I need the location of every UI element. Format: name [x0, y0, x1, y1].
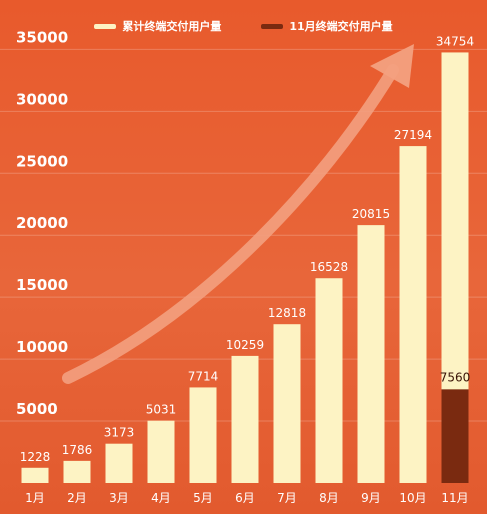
growth-arrow-head	[370, 44, 414, 88]
legend-swatch-cumulative	[94, 23, 117, 29]
data-label-cumulative-10: 34754	[436, 34, 474, 48]
legend-item-cumulative: 累计终端交付用户量	[94, 16, 221, 36]
legend: 累计终端交付用户量 11月终端交付用户量	[0, 16, 487, 36]
y-tick-label-6: 35000	[16, 28, 68, 46]
x-tick-label-6: 7月	[277, 491, 297, 505]
data-label-cumulative-5: 10259	[226, 338, 264, 352]
legend-swatch-monthly	[261, 23, 284, 29]
bar-cumulative-3	[147, 420, 175, 483]
bar-cumulative-4	[189, 387, 217, 483]
data-label-cumulative-7: 16528	[310, 260, 348, 274]
bar-cumulative-1	[63, 460, 91, 483]
y-tick-label-0: 5000	[16, 400, 58, 418]
y-tick-label-3: 20000	[16, 214, 68, 232]
bar-layer	[21, 52, 469, 483]
data-label-cumulative-9: 27194	[394, 128, 432, 142]
y-tick-label-1: 10000	[16, 338, 68, 356]
data-label-cumulative-0: 1228	[20, 450, 51, 464]
x-tick-label-2: 3月	[109, 491, 129, 505]
label-layer: 5000 10000 15000 20000 25000 30000 35000 1228 17…	[16, 28, 474, 505]
data-label-cumulative-2: 3173	[104, 426, 135, 440]
legend-item-monthly: 11月终端交付用户量	[261, 16, 393, 36]
bar-cumulative-0	[21, 467, 49, 483]
data-label-monthly-10: 7560	[440, 370, 471, 384]
y-tick-label-2: 15000	[16, 276, 68, 294]
legend-label-cumulative: 累计终端交付用户量	[122, 20, 222, 33]
y-tick-label-4: 25000	[16, 152, 68, 170]
bar-cumulative-6	[273, 324, 301, 483]
x-tick-label-7: 8月	[319, 491, 339, 505]
bar-cumulative-5	[231, 355, 259, 483]
growth-arrow-layer	[62, 44, 414, 384]
bar-monthly-10	[441, 389, 469, 483]
data-label-cumulative-3: 5031	[146, 403, 177, 417]
x-tick-label-0: 1月	[25, 491, 45, 505]
x-tick-label-9: 10月	[399, 491, 426, 505]
x-tick-label-10: 11月	[441, 491, 468, 505]
data-label-cumulative-4: 7714	[188, 369, 219, 383]
data-label-cumulative-8: 20815	[352, 207, 390, 221]
y-tick-label-5: 30000	[16, 90, 68, 108]
x-tick-label-5: 6月	[235, 491, 255, 505]
x-tick-label-3: 4月	[151, 491, 171, 505]
growth-arrow-shaft	[62, 64, 399, 384]
x-tick-label-8: 9月	[361, 491, 381, 505]
bar-cumulative-2	[105, 443, 133, 483]
x-tick-label-1: 2月	[67, 491, 87, 505]
bar-cumulative-8	[357, 225, 385, 483]
bar-cumulative-7	[315, 278, 343, 483]
data-label-cumulative-1: 1786	[62, 443, 93, 457]
data-label-cumulative-6: 12818	[268, 306, 306, 320]
x-tick-label-4: 5月	[193, 491, 213, 505]
bar-cumulative-9	[399, 146, 427, 483]
legend-label-monthly: 11月终端交付用户量	[289, 20, 393, 33]
